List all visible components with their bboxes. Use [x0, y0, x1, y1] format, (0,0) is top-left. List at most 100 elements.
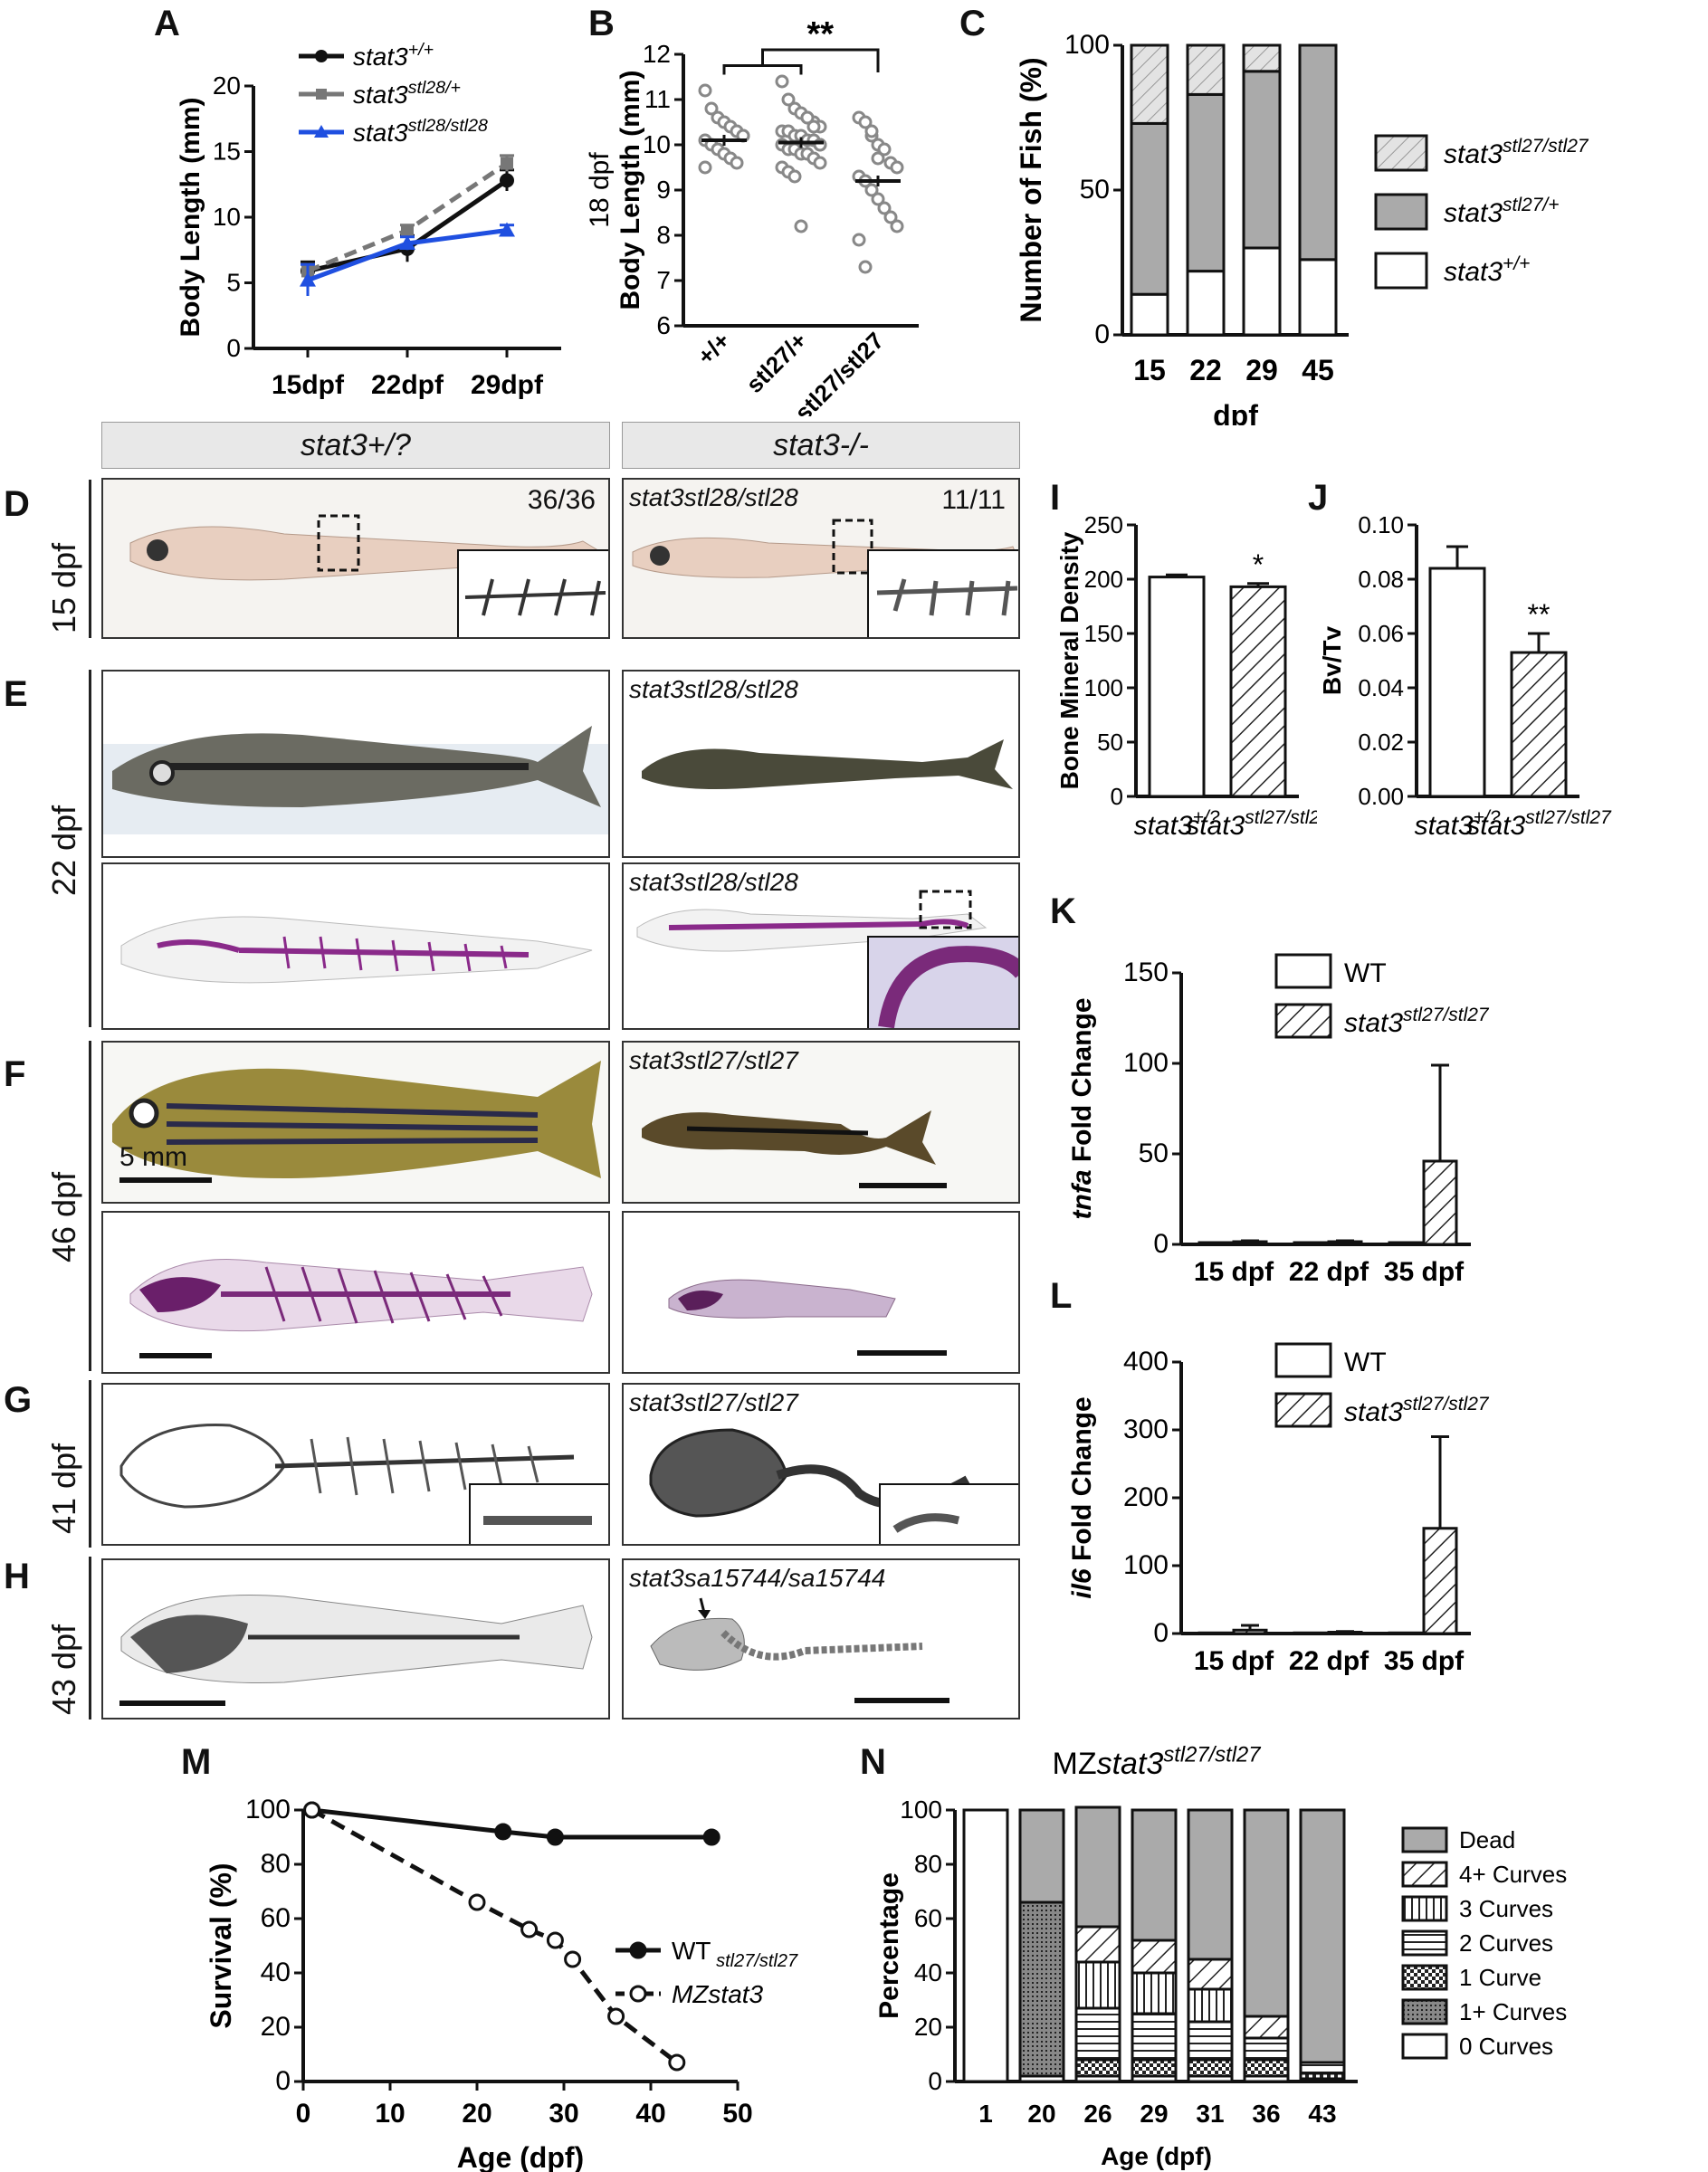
chart-i-bone-density: 0 50 100 150 200 250 stat3+/?stat3stl27/stl27 *… [1055, 511, 1317, 841]
panel-label-j: J [1308, 478, 1329, 518]
y-axis-label-line1: 18 dpf [588, 152, 615, 228]
legend-entry: 1 Curve [1459, 1964, 1541, 1991]
stacked-bar-segment [1242, 70, 1282, 250]
x-tick-label: 22 dpf [1289, 1257, 1369, 1287]
y-tick-label: 50 [1080, 175, 1110, 205]
y-axis-label: Percentage [874, 1872, 904, 2019]
panel-label-m: M [181, 1742, 212, 1782]
legend-swatch [1401, 1929, 1448, 1957]
panel-label-a: A [154, 4, 180, 43]
header-mutant: stat3-/- [622, 422, 1020, 469]
stacked-bar-segment [1074, 1805, 1121, 1929]
y-tick-label: 40 [261, 1958, 291, 1987]
x-tick-label: 31 [1196, 2100, 1224, 2128]
legend-swatch [1401, 2033, 1448, 2060]
legend-marker [316, 89, 327, 100]
y-tick-label: 0.00 [1358, 783, 1404, 810]
stacked-bar-segment [1074, 2058, 1121, 2078]
legend-entry: stat3stl27/stl27 [1344, 1005, 1490, 1038]
y-tick-label: 200 [1123, 1482, 1169, 1512]
bracket-d [89, 480, 91, 638]
x-tick-label: 35 dpf [1384, 1257, 1465, 1287]
stacked-bar-segment [1187, 1808, 1234, 1961]
stacked-bar-segment [1186, 43, 1226, 96]
data-point [607, 2007, 625, 2025]
legend-entry: stat3stl28/stl28 [353, 116, 488, 147]
legend-entry: Dead [1459, 1826, 1515, 1853]
y-tick-label: 0 [1153, 1618, 1169, 1648]
stacked-bar-segment [1074, 1925, 1121, 1964]
photo-f-wildtype-stain [101, 1211, 610, 1374]
chart-m-survival: 0 20 40 60 80 100 0 10 20 30 40 50 Age (dpf) Survival… [205, 1795, 798, 2172]
photo-d-wildtype: 36/36 [101, 478, 610, 639]
count-d-right: 11/11 [941, 485, 1006, 515]
photo-e-mutant-live: stat3stl28/stl28 [622, 670, 1020, 858]
x-tick-label: 43 [1308, 2100, 1336, 2128]
y-tick-label: 0 [1094, 319, 1110, 349]
legend-entry: 1+ Curves [1459, 1998, 1567, 2025]
y-axis-label: tnfa Fold Change [1067, 998, 1097, 1220]
x-axis-label: dpf [1213, 399, 1258, 425]
fish-drawing [642, 739, 1013, 790]
stacked-bar-segment [1187, 1958, 1234, 1991]
x-tick-label: 40 [635, 2099, 665, 2129]
y-tick-label: 100 [1123, 1048, 1169, 1078]
bar [1148, 576, 1206, 798]
legend-swatch [1401, 1964, 1448, 1991]
y-axis-label: Bone Mineral Density [1055, 531, 1083, 789]
y-tick-label: 50 [1139, 1138, 1169, 1168]
x-tick-label: stat3+/? [1134, 807, 1220, 841]
chart-c-genotype-distribution: 0 50 100 15 22 29 45 dpf Number of Fish (%) stat3… [1015, 30, 1589, 425]
x-tick-label: 15 dpf [1194, 1646, 1274, 1676]
legend-entry: stat3stl27/stl27 [1344, 1394, 1490, 1427]
data-point [704, 101, 719, 116]
x-tick-label: 45 [1302, 354, 1334, 386]
stacked-bar-segment [1243, 2036, 1290, 2062]
stage-label-d: 15 dpf [45, 542, 82, 634]
photo-d-mutant: stat3stl28/stl28 11/11 [622, 478, 1020, 639]
panel-label-h: H [4, 1557, 30, 1596]
legend-marker [314, 125, 329, 138]
legend-entry: 0 Curves [1459, 2033, 1553, 2060]
panel-label-f: F [4, 1054, 26, 1094]
x-tick-label: 1 [978, 2100, 993, 2128]
y-tick-label: 0.04 [1358, 674, 1404, 701]
legend-entry: MZstat3 [672, 1980, 764, 2008]
x-tick-label: stl27/+ [740, 327, 812, 398]
data-point [800, 110, 815, 125]
data-point [499, 222, 515, 237]
legend-entry: stat3+/+ [1444, 253, 1530, 287]
data-point [702, 1828, 720, 1846]
caption-h-right: stat3sa15744/sa15744 [629, 1564, 886, 1592]
panel-label-e: E [4, 674, 28, 714]
x-tick-label: 26 [1083, 2100, 1112, 2128]
data-point [564, 1950, 582, 1968]
data-point [698, 160, 712, 175]
x-tick-label: 22 dpf [1289, 1646, 1369, 1676]
stacked-bar-segment [1186, 92, 1226, 273]
stacked-bar-segment [1186, 270, 1226, 337]
stacked-bar-segment [1243, 1808, 1290, 2018]
data-point [852, 233, 866, 247]
y-tick-label: 80 [261, 1849, 291, 1879]
legend-swatch [1374, 134, 1428, 172]
legend-entry: WT stl27/stl27 [672, 1937, 798, 1971]
bar [1229, 585, 1287, 798]
caption-d-right: stat3stl28/stl28 [629, 483, 798, 511]
bar [1428, 567, 1486, 798]
x-tick-label: 29 [1140, 2100, 1168, 2128]
y-tick-label: 0 [928, 2067, 942, 2095]
legend-swatch [1274, 1342, 1332, 1378]
data-point [494, 1823, 512, 1841]
y-axis-label-line2: Body Length (mm) [615, 71, 645, 310]
legend-entry: 3 Curves [1459, 1895, 1553, 1922]
data-point [401, 224, 414, 237]
y-tick-label: 20 [914, 2013, 942, 2041]
data-point [399, 235, 415, 250]
legend-entry: 2 Curves [1459, 1929, 1553, 1957]
legend-swatch [1401, 1826, 1448, 1853]
bracket-e [89, 670, 91, 1027]
stacked-bar-segment [1018, 1808, 1065, 1904]
skeleton-drawing [120, 916, 593, 984]
